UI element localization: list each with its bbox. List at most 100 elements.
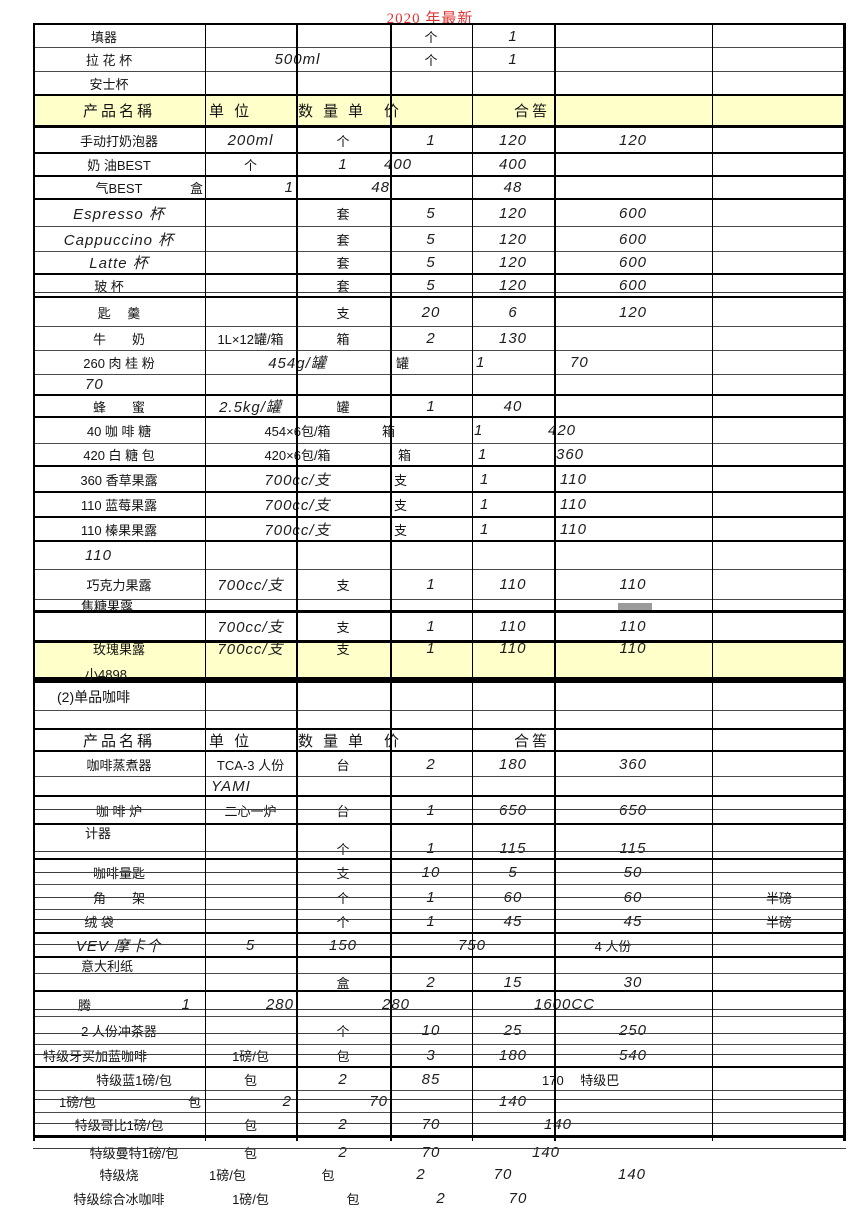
table-cell: 650 [498,801,528,819]
table-cell: 咖 啡 炉 [95,803,143,819]
table-cell: 1磅/包 [209,1167,246,1183]
table-cell: 15 [503,973,523,991]
table-cell: 个 [336,890,350,906]
gridline-vertical [296,23,298,1141]
table-cell: 170 特级巴 [542,1072,620,1088]
table-cell: 30 [623,973,643,991]
table-cell: 120 [498,254,528,271]
table-row: 手动打奶泡器 200ml 个 1 120 120 [33,128,846,154]
table-cell: 130 [498,330,528,347]
table-cell: 280 [265,995,294,1013]
table-cell: 200ml [227,131,274,149]
table-cell: 二心一炉 [224,803,277,819]
table-row: 产品名稱 单 位 数 量单价 合筶 [33,730,846,752]
table-cell: 2 [426,973,436,991]
table-row: 玻 杯 套 5 120 600 [33,275,846,298]
table-cell: 5 [426,204,436,222]
table-cell: 单 位 [209,732,253,750]
table-cell: 拉 花 杯 [85,53,133,68]
table-cell: 140 [498,1093,528,1110]
table-cell: 700cc/支 [217,619,284,636]
table-cell: 匙 羹 [97,305,141,321]
table-cell: 115 [619,840,647,857]
table-row: 特级牙买加蓝咖啡 1磅/包 包 3 180 540 [33,1045,846,1068]
table-row: 牛 奶 1L×12罐/箱 箱 2 130 [33,327,846,351]
ghost-gridline [33,291,846,293]
table-row [33,711,846,730]
table-cell: 支 [394,472,408,488]
ghost-gridline [33,943,846,945]
table-cell: 700cc/支 [217,577,284,594]
table-cell: 360 [618,755,648,773]
table-cell: 个 [424,29,438,45]
table-cell: 280 [382,995,411,1013]
table-cell: 1 [480,520,490,538]
table-cell: 牛 奶 [92,332,145,347]
table-cell: 40 咖 啡 糖 [86,424,152,439]
table-cell: 5 [245,936,256,954]
table-row: 咖啡蒸煮器 TCA-3 人份 台 2 180 360 [33,752,846,777]
table-cell: 个 [424,53,438,68]
table-row: 特级曼特1磅/包 包 2 70 140 [33,1141,846,1163]
table-cell: 1 [426,397,436,415]
table-row: 安士杯 [33,72,846,96]
table-cell: 半磅 [765,914,792,930]
ghost-gridline [33,1099,846,1101]
table-cell: 650 [618,801,648,819]
table-cell: 140 [544,1115,573,1133]
table-cell: 2 [338,1143,348,1161]
table-row: 气BEST 盒 1 48 48 [33,177,846,200]
table-row: 特级综合冰咖啡 1磅/包 包 2 70 [33,1185,846,1211]
table-cell: 140 [618,1165,647,1183]
table-cell: 2.5kg/罐 [219,398,282,416]
table-cell: 1 [338,156,348,173]
table-row: 特级蓝1磅/包 包 2 85 170 特级巴 [33,1068,846,1091]
table-cell: 70 [421,1115,441,1133]
table-cell: 3 [426,1047,436,1064]
table-cell: 1 [474,422,484,439]
table-cell: 110 蓝莓果露 [80,498,158,513]
table-cell: 110 [560,470,587,488]
table-cell: 个 [336,842,350,857]
table-cell: 产品名稱 [82,732,155,750]
table-cell: 120 [498,277,528,294]
table-cell: 45 [623,912,643,930]
table-cell: 25 [503,1022,523,1039]
table-cell: 110 榛果果露 [80,522,158,538]
table-cell: 40 [503,397,523,415]
table-cell: 台 [336,757,350,773]
table-cell: 400 [498,156,528,173]
table-row: 玫瑰果露 700cc/支 支 1 110 110 小4898 [33,640,846,682]
table-row: 计器 [33,825,846,841]
table-cell: 115 [499,840,527,857]
table-cell: 支 [336,865,350,881]
table-cell: 150 [328,936,358,954]
table-cell: 特级蓝1磅/包 [96,1072,172,1088]
table-cell: 奶 油BEST [87,158,151,173]
table-row: 2 人份冲茶器 个 10 25 250 [33,1017,846,1045]
table-row: 填器 个 1 [33,23,846,48]
table-cell: 2 [416,1165,426,1183]
ghost-gridline [33,1054,846,1056]
table-cell: 110 [499,576,527,593]
table-cell: 焦糖果露 [80,598,133,614]
table-cell: 5 [426,277,436,294]
gridline-vertical [554,23,556,1141]
table-cell: 包 [243,1117,257,1133]
table-cell: 台 [336,803,350,819]
table-cell: 110 [85,547,112,564]
table-cell: 套 [336,206,350,222]
gridline-vertical [390,23,392,1141]
table-cell: 1 [478,446,488,463]
table-cell: 110 [499,639,527,657]
table-cell: 合筶 [513,103,550,120]
table-cell: 2 [426,330,436,347]
table-cell: 单 位 [209,103,253,120]
table-cell: 750 [457,936,487,954]
table-cell: 1 [426,618,436,635]
table-row: Latte 杯 套 5 120 600 [33,252,846,275]
